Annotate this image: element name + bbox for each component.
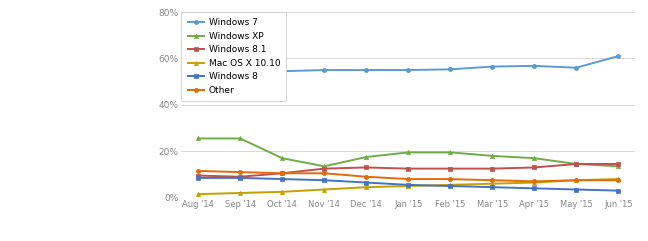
Windows XP — [446, 151, 454, 154]
Windows 8.1 — [572, 162, 580, 165]
Mac OS X 10.10 — [362, 186, 370, 189]
Mac OS X 10.10 — [404, 185, 412, 187]
Windows 8.1 — [362, 166, 370, 169]
Windows XP — [404, 151, 412, 154]
Windows 8 — [489, 186, 496, 189]
Windows 8 — [279, 178, 286, 181]
Mac OS X 10.10 — [489, 182, 496, 185]
Windows 8.1 — [237, 175, 244, 178]
Mac OS X 10.10 — [614, 178, 622, 181]
Windows 7 — [530, 64, 538, 67]
Windows 8.1 — [279, 172, 286, 175]
Windows 7 — [237, 73, 244, 76]
Windows 7 — [194, 78, 202, 81]
Line: Other: Other — [196, 169, 620, 183]
Windows XP — [237, 137, 244, 140]
Windows 8.1 — [614, 162, 622, 165]
Other — [279, 172, 286, 175]
Windows 8.1 — [446, 167, 454, 170]
Windows 8 — [320, 179, 328, 182]
Windows XP — [572, 162, 580, 165]
Windows 8.1 — [320, 167, 328, 170]
Mac OS X 10.10 — [530, 181, 538, 184]
Other — [237, 171, 244, 174]
Windows XP — [320, 165, 328, 168]
Mac OS X 10.10 — [279, 190, 286, 193]
Windows 8.1 — [489, 167, 496, 170]
Line: Windows 8.1: Windows 8.1 — [196, 162, 620, 179]
Windows XP — [614, 165, 622, 168]
Other — [446, 178, 454, 181]
Windows XP — [530, 157, 538, 160]
Line: Windows 7: Windows 7 — [196, 54, 620, 81]
Other — [194, 169, 202, 172]
Windows 7 — [320, 69, 328, 72]
Other — [614, 179, 622, 182]
Windows 8 — [237, 176, 244, 179]
Line: Mac OS X 10.10: Mac OS X 10.10 — [196, 177, 620, 196]
Windows 7 — [572, 66, 580, 69]
Windows 8.1 — [404, 167, 412, 170]
Windows 7 — [614, 55, 622, 58]
Line: Windows 8: Windows 8 — [196, 176, 620, 193]
Mac OS X 10.10 — [446, 183, 454, 186]
Windows 8 — [614, 189, 622, 192]
Mac OS X 10.10 — [237, 192, 244, 194]
Windows 7 — [446, 68, 454, 71]
Other — [489, 179, 496, 182]
Windows 8 — [404, 183, 412, 186]
Windows 8 — [572, 188, 580, 191]
Windows 7 — [279, 70, 286, 73]
Windows XP — [194, 137, 202, 140]
Line: Windows XP: Windows XP — [196, 136, 620, 168]
Mac OS X 10.10 — [572, 179, 580, 182]
Mac OS X 10.10 — [320, 188, 328, 191]
Windows XP — [489, 154, 496, 157]
Windows 8 — [362, 181, 370, 184]
Windows 7 — [489, 65, 496, 68]
Other — [530, 180, 538, 183]
Windows 7 — [404, 69, 412, 72]
Mac OS X 10.10 — [194, 193, 202, 196]
Windows 7 — [362, 69, 370, 72]
Other — [404, 178, 412, 181]
Windows 8 — [194, 176, 202, 179]
Windows 8 — [446, 185, 454, 187]
Legend: Windows 7, Windows XP, Windows 8.1, Mac OS X 10.10, Windows 8, Other: Windows 7, Windows XP, Windows 8.1, Mac … — [181, 12, 286, 101]
Other — [320, 172, 328, 175]
Other — [572, 179, 580, 182]
Windows 8.1 — [194, 174, 202, 177]
Windows 8.1 — [530, 166, 538, 169]
Other — [362, 175, 370, 178]
Windows XP — [362, 156, 370, 159]
Windows 8 — [530, 187, 538, 190]
Windows XP — [279, 157, 286, 160]
